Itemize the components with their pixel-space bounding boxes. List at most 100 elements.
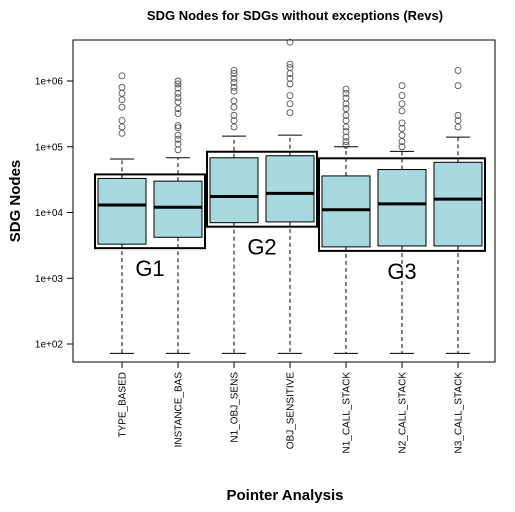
outlier-point (398, 100, 406, 108)
iqr-box (153, 180, 203, 238)
group-box-g1 (94, 173, 206, 250)
plot-frame (72, 39, 496, 363)
x-axis-title: Pointer Analysis (227, 487, 344, 504)
outlier-point (342, 105, 350, 113)
outlier-point (286, 38, 294, 46)
outlier-point (398, 138, 406, 145)
chart-title: SDG Nodes for SDGs without exceptions (R… (147, 8, 443, 23)
outlier-point (342, 133, 350, 141)
x-tick-label: TYPE_BASED (118, 372, 129, 438)
box-series (97, 38, 483, 354)
outlier-point (230, 111, 238, 119)
outlier-point (454, 82, 462, 90)
box-n2-call-stack (377, 82, 427, 354)
iqr-box (377, 169, 427, 247)
outlier-point (174, 84, 182, 92)
outlier-point (174, 98, 182, 106)
box-n1-call-stack (321, 85, 371, 354)
outlier-point (118, 117, 126, 125)
outlier-point (286, 60, 294, 68)
outlier-point (286, 92, 294, 100)
outlier-point (230, 103, 238, 111)
outlier-point (230, 70, 238, 77)
outlier-point (174, 124, 182, 132)
iqr-box (433, 161, 483, 247)
outlier-point (174, 131, 182, 139)
group-annotations: G1 G2 G3 (94, 150, 486, 284)
outlier-point (118, 83, 126, 91)
x-tick-label: INSTANCE_BAS (174, 372, 185, 448)
outlier-point (342, 123, 350, 131)
outlier-point (286, 100, 294, 108)
outlier-point (286, 109, 294, 117)
outlier-point (454, 123, 462, 131)
outlier-point (342, 85, 350, 93)
outlier-point (342, 128, 350, 136)
y-axis: 1e+02 1e+03 1e+04 1e+05 1e+06 (35, 77, 73, 351)
outlier-point (230, 83, 238, 91)
outlier-point (398, 82, 406, 90)
x-axis: TYPE_BASED INSTANCE_BAS N1_OBJ_SENS OBJ_SEN… (118, 362, 465, 454)
outlier-point (342, 141, 350, 149)
group-label-g1: G1 (135, 256, 164, 281)
outlier-point (342, 100, 350, 108)
outlier-point (454, 66, 462, 74)
box-n3-call-stack (433, 66, 483, 354)
outlier-point (398, 92, 406, 100)
outlier-point (174, 146, 182, 154)
group-label-g2: G2 (247, 235, 276, 260)
outlier-point (230, 87, 238, 95)
box-instance-bas (153, 77, 203, 354)
y-tick-label: 1e+05 (35, 142, 64, 153)
x-tick-label: N1_OBJ_SENS (230, 372, 241, 443)
x-tick-label: N2_CALL_STACK (398, 372, 409, 454)
group-box-g3 (318, 157, 486, 252)
outlier-point (398, 131, 406, 139)
outlier-point (118, 96, 126, 104)
y-tick-label: 1e+06 (35, 77, 64, 88)
y-axis-title: SDG Nodes (7, 160, 24, 243)
outlier-point (286, 70, 294, 77)
outlier-point (398, 107, 406, 115)
box-obj-sensitive (265, 38, 315, 354)
outlier-point (118, 103, 126, 111)
y-tick-label: 1e+02 (35, 340, 64, 351)
x-tick-label: OBJ_SENSITIVE (286, 372, 297, 450)
outlier-point (398, 124, 406, 132)
outlier-point (174, 122, 182, 130)
outlier-point (118, 89, 126, 97)
outlier-point (230, 74, 238, 82)
outlier-point (454, 111, 462, 119)
outlier-point (230, 66, 238, 74)
box-n1-obj-sens (209, 66, 259, 354)
iqr-box (265, 155, 315, 223)
y-tick-label: 1e+04 (35, 208, 64, 219)
outlier-point (118, 123, 126, 131)
outlier-point (230, 123, 238, 131)
outlier-point (174, 105, 182, 113)
outlier-point (118, 129, 126, 137)
outlier-point (342, 111, 350, 119)
x-tick-label: N1_CALL_STACK (342, 372, 353, 454)
outlier-point (174, 80, 182, 88)
outlier-point (398, 143, 406, 151)
outlier-point (342, 138, 350, 145)
iqr-box (97, 177, 147, 245)
iqr-box (321, 175, 371, 248)
group-label-g3: G3 (387, 259, 416, 284)
outlier-point (118, 72, 126, 80)
outlier-point (230, 79, 238, 86)
outlier-point (174, 94, 182, 102)
outlier-point (398, 119, 406, 127)
outlier-point (286, 80, 294, 88)
outlier-point (174, 77, 182, 85)
outlier-point (174, 89, 182, 97)
group-box-g2 (206, 150, 318, 228)
outlier-point (342, 89, 350, 97)
x-tick-label: N3_CALL_STACK (454, 372, 465, 454)
box-type-based (97, 72, 147, 354)
y-tick-label: 1e+03 (35, 274, 64, 285)
outlier-point (230, 97, 238, 105)
outlier-point (174, 110, 182, 117)
